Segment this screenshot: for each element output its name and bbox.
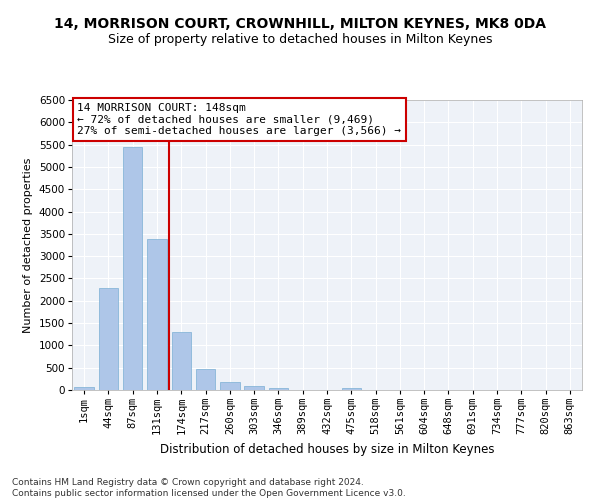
Bar (196, 368, 215, 390)
Bar (147, 239, 167, 390)
Text: 14 MORRISON COURT: 148sqm
← 72% of detached houses are smaller (9,469)
27% of se: 14 MORRISON COURT: 148sqm ← 72% of detac… (77, 103, 401, 136)
Text: Size of property relative to detached houses in Milton Keynes: Size of property relative to detached ho… (108, 32, 492, 46)
Bar (269, 388, 288, 390)
Bar (74, 386, 94, 390)
Bar (244, 386, 264, 390)
Bar (123, 147, 142, 390)
Bar (220, 382, 239, 390)
Text: Contains HM Land Registry data © Crown copyright and database right 2024.
Contai: Contains HM Land Registry data © Crown c… (12, 478, 406, 498)
Bar (99, 288, 118, 390)
Bar (341, 388, 361, 390)
X-axis label: Distribution of detached houses by size in Milton Keynes: Distribution of detached houses by size … (160, 443, 494, 456)
Text: 14, MORRISON COURT, CROWNHILL, MILTON KEYNES, MK8 0DA: 14, MORRISON COURT, CROWNHILL, MILTON KE… (54, 18, 546, 32)
Bar (172, 332, 191, 390)
Y-axis label: Number of detached properties: Number of detached properties (23, 158, 33, 332)
